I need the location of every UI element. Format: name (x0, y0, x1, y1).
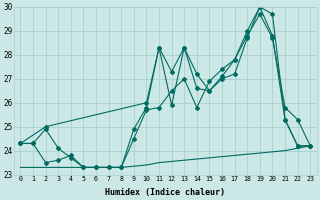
X-axis label: Humidex (Indice chaleur): Humidex (Indice chaleur) (105, 188, 225, 197)
